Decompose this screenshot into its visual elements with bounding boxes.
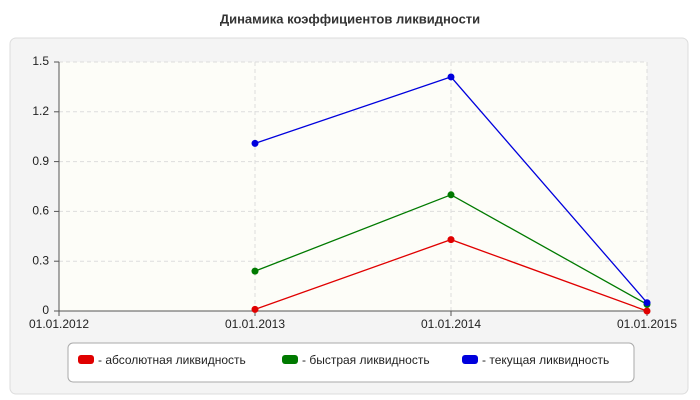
- data-point: [447, 236, 455, 244]
- data-point: [643, 307, 651, 315]
- y-tick-label: 0.9: [32, 154, 49, 168]
- data-point: [251, 139, 259, 147]
- legend-label: - абсолютная ликвидность: [98, 353, 246, 367]
- data-point: [251, 305, 259, 313]
- data-point: [447, 191, 455, 199]
- legend-label: - текущая ликвидность: [482, 353, 609, 367]
- x-tick-label: 01.01.2013: [225, 317, 285, 331]
- legend-swatch: [78, 355, 94, 364]
- x-tick-label: 01.01.2015: [617, 317, 677, 331]
- data-point: [447, 73, 455, 81]
- legend: [67, 342, 635, 383]
- y-tick-label: 1.2: [32, 104, 49, 118]
- y-tick-label: 1.5: [32, 54, 49, 68]
- data-point: [251, 267, 259, 275]
- data-point: [643, 299, 651, 307]
- x-tick-label: 01.01.2014: [421, 317, 481, 331]
- plot-area: [59, 62, 647, 311]
- y-tick-label: 0.6: [32, 204, 49, 218]
- y-tick-label: 0.3: [32, 253, 49, 267]
- legend-swatch: [462, 355, 478, 364]
- legend-swatch: [282, 355, 298, 364]
- y-tick-label: 0: [42, 303, 49, 317]
- x-tick-label: 01.01.2012: [29, 317, 89, 331]
- chart-title: Динамика коэффициентов ликвидности: [220, 11, 480, 26]
- legend-label: - быстрая ликвидность: [302, 353, 430, 367]
